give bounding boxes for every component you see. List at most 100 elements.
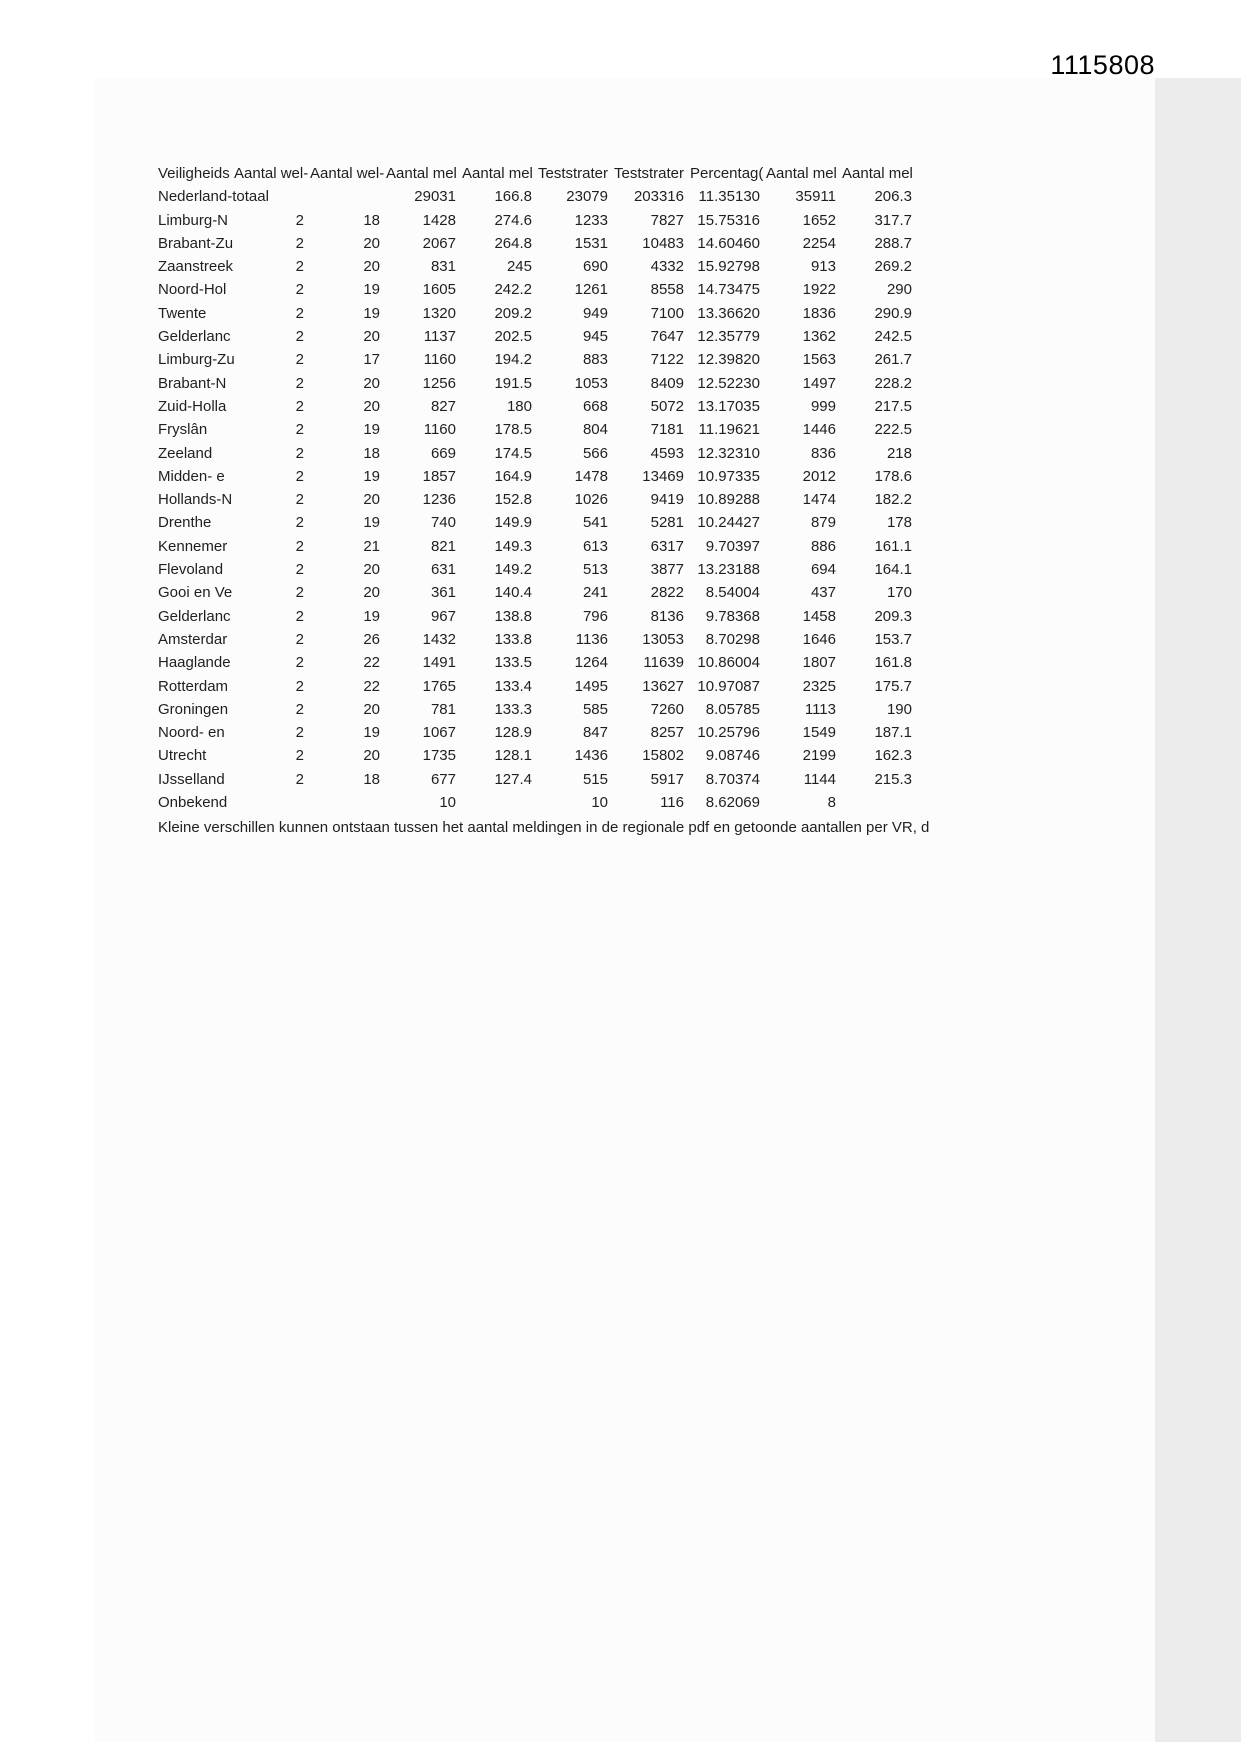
value-cell: 804 — [582, 421, 608, 439]
value-cell: 1026 — [574, 491, 608, 509]
value-cell: 1160 — [423, 421, 456, 439]
value-cell: 1491 — [422, 654, 456, 672]
value-cell: 913 — [810, 258, 836, 276]
value-cell: 836 — [810, 444, 836, 462]
value-cell: 10 — [439, 794, 456, 812]
column-header: Aantal mel — [462, 165, 533, 182]
value-cell: 274.6 — [494, 211, 532, 229]
value-cell: 2 — [295, 234, 304, 252]
value-cell: 264.8 — [494, 234, 532, 252]
value-cell: 1261 — [574, 281, 608, 299]
value-cell: 1320 — [422, 304, 456, 322]
value-cell: 2254 — [802, 234, 836, 252]
region-name-cell: Drenthe — [158, 514, 212, 532]
region-name-cell: IJsselland — [158, 770, 225, 788]
value-cell: 15.75316 — [697, 211, 760, 229]
value-cell: 827 — [430, 397, 456, 415]
value-cell: 202.5 — [494, 328, 532, 346]
value-cell: 317.7 — [874, 211, 912, 229]
value-cell: 19 — [363, 467, 380, 485]
value-cell: 20 — [363, 584, 380, 602]
value-cell: 11.35130 — [698, 188, 760, 206]
value-cell: 35911 — [795, 188, 836, 206]
value-cell: 8409 — [650, 374, 684, 392]
scanned-spreadsheet-region: Veiligheids Aantal wel- Aantal wel- Aantal … — [95, 78, 1155, 1742]
value-cell: 161.1 — [874, 537, 912, 555]
value-cell: 5072 — [650, 397, 684, 415]
value-cell: 694 — [810, 561, 836, 579]
table-row: Limburg-Zu 2 17 1160 194.2 883 7122 12.39820 156… — [158, 348, 918, 371]
value-cell: 152.8 — [494, 491, 532, 509]
value-cell: 613 — [582, 537, 608, 555]
value-cell: 178.5 — [494, 421, 532, 439]
value-cell: 133.3 — [494, 700, 532, 718]
table-row: Zaanstreek 2 20 831 245 690 4332 15.92798 913 269… — [158, 255, 918, 278]
value-cell: 191.5 — [494, 374, 532, 392]
value-cell: 140.4 — [494, 584, 532, 602]
value-cell: 1646 — [802, 630, 836, 648]
table-row: Gooi en Ve 2 20 361 140.4 241 2822 8.54004 437 17… — [158, 581, 918, 604]
footnote-text: Kleine verschillen kunnen ontstaan tusse… — [158, 819, 930, 837]
value-cell: 13.36620 — [697, 304, 760, 322]
value-cell: 2 — [295, 397, 304, 415]
table-row: Limburg-N 2 18 1428 274.6 1233 7827 15.75316 165… — [158, 209, 918, 232]
value-cell: 20 — [363, 700, 380, 718]
value-cell: 585 — [582, 700, 608, 718]
value-cell: 203316 — [633, 188, 684, 206]
value-cell: 222.5 — [874, 421, 912, 439]
value-cell: 18 — [363, 770, 380, 788]
value-cell: 12.35779 — [697, 328, 760, 346]
value-cell: 1836 — [802, 304, 836, 322]
value-cell: 4593 — [650, 444, 684, 462]
value-cell: 7181 — [650, 421, 684, 439]
value-cell: 1432 — [422, 630, 456, 648]
value-cell: 206.3 — [874, 188, 912, 206]
table-row: Rotterdam 2 22 1765 133.4 1495 13627 10.97087 23… — [158, 675, 918, 698]
value-cell: 12.32310 — [697, 444, 760, 462]
value-cell: 128.9 — [494, 724, 532, 742]
value-cell: 19 — [363, 607, 380, 625]
value-cell: 1160 — [423, 351, 456, 369]
value-cell: 2 — [295, 537, 304, 555]
value-cell: 209.3 — [874, 607, 912, 625]
value-cell: 2325 — [802, 677, 836, 695]
value-cell: 8558 — [650, 281, 684, 299]
value-cell: 5917 — [650, 770, 684, 788]
value-cell: 2 — [295, 444, 304, 462]
value-cell: 2012 — [802, 467, 836, 485]
value-cell: 1144 — [803, 770, 836, 788]
value-cell: 18 — [363, 444, 380, 462]
table-row: Utrecht 2 20 1735 128.1 1436 15802 9.08746 2199 1… — [158, 744, 918, 767]
value-cell: 1233 — [574, 211, 608, 229]
value-cell: 10.97087 — [697, 677, 760, 695]
value-cell: 2 — [295, 584, 304, 602]
value-cell: 149.3 — [494, 537, 532, 555]
region-name-cell: Brabant-N — [158, 374, 227, 392]
value-cell: 1857 — [422, 467, 456, 485]
value-cell: 2 — [295, 654, 304, 672]
value-cell: 10483 — [642, 234, 684, 252]
table-row: Flevoland 2 20 631 149.2 513 3877 13.23188 694 16… — [158, 558, 918, 581]
value-cell: 2822 — [650, 584, 684, 602]
table-row: Noord- en 2 19 1067 128.9 847 8257 10.25796 1549… — [158, 721, 918, 744]
value-cell: 228.2 — [874, 374, 912, 392]
value-cell: 8 — [827, 794, 836, 812]
value-cell: 7122 — [650, 351, 684, 369]
value-cell: 20 — [363, 747, 380, 765]
value-cell: 178 — [886, 514, 912, 532]
column-header: Aantal mel — [842, 165, 913, 182]
value-cell: 2 — [295, 491, 304, 509]
value-cell: 22 — [363, 654, 380, 672]
column-header: Aantal mel — [766, 165, 837, 182]
value-cell: 128.1 — [494, 747, 532, 765]
value-cell — [462, 791, 538, 814]
value-cell: 12.52230 — [697, 374, 760, 392]
value-cell: 883 — [582, 351, 608, 369]
value-cell: 11.19621 — [698, 421, 760, 439]
value-cell: 242.5 — [874, 328, 912, 346]
value-cell: 1605 — [422, 281, 456, 299]
column-header: Veiligheids — [158, 165, 230, 182]
table-row: Brabant-Zu 2 20 2067 264.8 1531 10483 14.60460 2… — [158, 232, 918, 255]
value-cell: 2 — [295, 770, 304, 788]
table-row: Nederland-totaal 29031 166.8 23079 203316 11.… — [158, 185, 918, 208]
